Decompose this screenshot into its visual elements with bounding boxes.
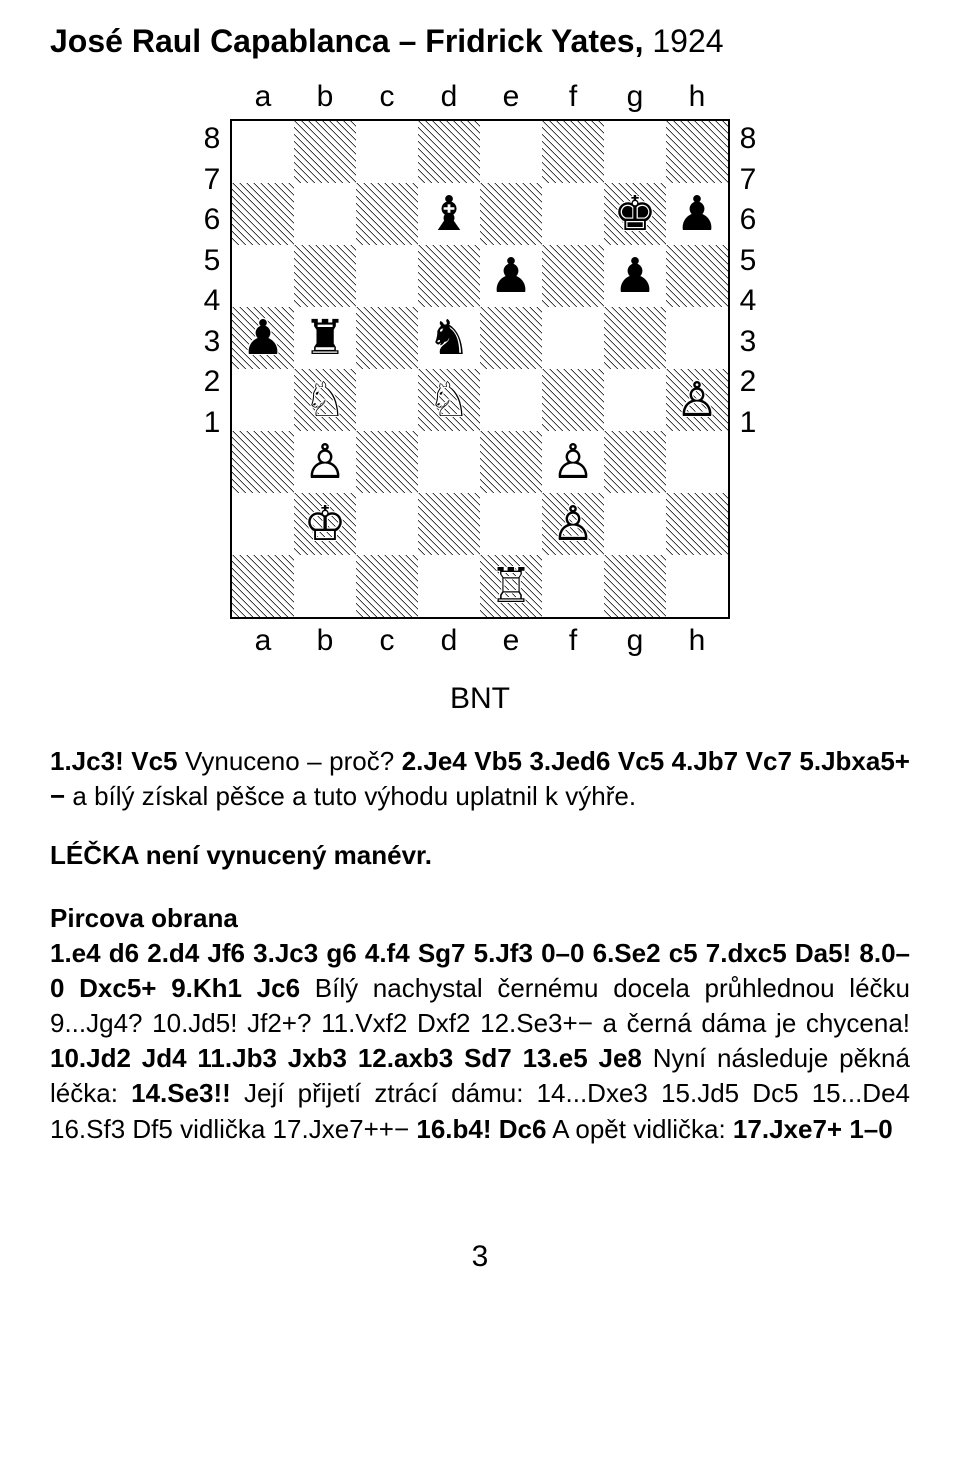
square: [604, 555, 666, 617]
square: [356, 431, 418, 493]
board-grid: ♝ ♚ ♟ ♟ ♟ ♟ ♜ ♞ ♘ ♘ ♙ ♙ ♙ ♔ ♙ ♖: [230, 119, 730, 619]
piece: ♙: [675, 376, 718, 424]
square: [356, 555, 418, 617]
square: [232, 493, 294, 555]
square: [418, 245, 480, 307]
square: [666, 431, 728, 493]
square: [232, 431, 294, 493]
square: [232, 555, 294, 617]
square: ♟: [604, 245, 666, 307]
square: [666, 245, 728, 307]
square: [232, 121, 294, 183]
piece: ♙: [303, 438, 346, 486]
players: José Raul Capablanca – Fridrick Yates,: [50, 23, 643, 59]
square: ♙: [542, 493, 604, 555]
square: [418, 121, 480, 183]
square: [480, 121, 542, 183]
piece: ♙: [551, 500, 594, 548]
square: ♚: [604, 183, 666, 245]
piece: ♜: [303, 314, 346, 362]
square: [418, 431, 480, 493]
square: ♟: [480, 245, 542, 307]
piece: ♙: [551, 438, 594, 486]
square: [542, 183, 604, 245]
square: [666, 121, 728, 183]
square: ♖: [480, 555, 542, 617]
square: [294, 183, 356, 245]
square: ♙: [542, 431, 604, 493]
chessboard: a b c d e f g h 8 7 6 5 4 3 2 1 ♝♚♟♟♟♟♜♞…: [194, 75, 766, 663]
square: ♔: [294, 493, 356, 555]
square: [356, 493, 418, 555]
square: ♙: [294, 431, 356, 493]
piece: ♘: [427, 376, 470, 424]
square: [232, 369, 294, 431]
square: ♞: [418, 307, 480, 369]
square: [294, 555, 356, 617]
square: [232, 245, 294, 307]
square: [542, 245, 604, 307]
square: [666, 555, 728, 617]
file-labels-top: a b c d e f g h: [196, 75, 764, 119]
square: [480, 369, 542, 431]
square: [356, 121, 418, 183]
square: [480, 493, 542, 555]
square: ♝: [418, 183, 480, 245]
opening-name: Pircova obrana: [50, 901, 910, 936]
analysis-1: 1.Jc3! Vc5 Vynuceno – proč? 2.Je4 Vb5 3.…: [50, 744, 910, 814]
square: [604, 121, 666, 183]
opening: Pircova obrana 1.e4 d6 2.d4 Jf6 3.Jc3 g6…: [50, 901, 910, 1147]
square: [356, 183, 418, 245]
square: [356, 307, 418, 369]
square: ♙: [666, 369, 728, 431]
square: ♜: [294, 307, 356, 369]
square: [356, 369, 418, 431]
piece: ♘: [303, 376, 346, 424]
square: [542, 555, 604, 617]
piece: ♚: [613, 190, 656, 238]
piece: ♖: [489, 562, 532, 610]
bnt-label: BNT: [50, 679, 910, 720]
square: [480, 431, 542, 493]
piece: ♟: [489, 252, 532, 300]
square: [542, 307, 604, 369]
piece: ♝: [427, 190, 470, 238]
square: [666, 307, 728, 369]
page-number: 3: [50, 1237, 910, 1278]
square: ♟: [666, 183, 728, 245]
square: [542, 121, 604, 183]
piece: ♟: [613, 252, 656, 300]
square: ♘: [294, 369, 356, 431]
square: [418, 555, 480, 617]
square: ♟: [232, 307, 294, 369]
square: ♘: [418, 369, 480, 431]
square: [294, 245, 356, 307]
piece: ♟: [241, 314, 284, 362]
square: [418, 493, 480, 555]
square: [604, 493, 666, 555]
square: [604, 307, 666, 369]
piece: ♔: [303, 500, 346, 548]
piece: ♟: [675, 190, 718, 238]
year: 1924: [652, 23, 723, 59]
square: [480, 183, 542, 245]
square: [604, 431, 666, 493]
game-title: José Raul Capablanca – Fridrick Yates, 1…: [50, 20, 910, 63]
square: [232, 183, 294, 245]
square: [356, 245, 418, 307]
square: [542, 369, 604, 431]
piece: ♞: [427, 314, 470, 362]
file-labels-bottom: a b c d e f g h: [196, 619, 764, 663]
square: [294, 121, 356, 183]
square: [604, 369, 666, 431]
square: [480, 307, 542, 369]
lecka-line: LÉČKA není vynucený manévr.: [50, 838, 910, 873]
square: [666, 493, 728, 555]
